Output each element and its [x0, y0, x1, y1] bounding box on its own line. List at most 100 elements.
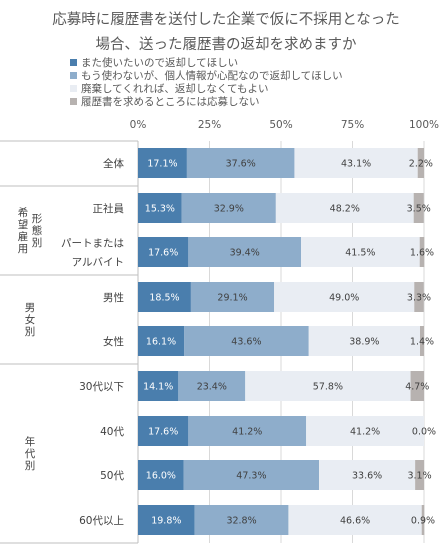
data-label-4-series-4: 3.3%	[407, 293, 431, 304]
data-label-3-series-1: 17.6%	[148, 248, 178, 259]
data-label-4-series-2: 29.1%	[217, 293, 247, 304]
bar-1-series-2	[186, 148, 295, 178]
bar-2-series-4	[413, 193, 424, 223]
data-label-8-series-3: 33.6%	[352, 471, 382, 482]
x-tick-label-2: 25%	[198, 119, 221, 131]
bar-5-series-3	[308, 326, 420, 356]
bar-3-series-4	[419, 237, 425, 267]
bar-9-series-1	[138, 505, 195, 535]
chart-title-line-2: 場合、送った履歴書の返却を求めますか	[96, 36, 357, 53]
bar-9-series-2	[194, 505, 289, 535]
category-label-3-line-1: パートまたは	[61, 238, 124, 250]
bar-7-series-1	[138, 416, 189, 446]
bar-6-series-1	[138, 371, 179, 401]
bar-1-series-4	[417, 148, 424, 178]
data-label-6-series-4: 4.7%	[405, 382, 429, 393]
bar-5-series-4	[419, 326, 424, 356]
data-label-3-series-3: 41.5%	[345, 248, 375, 259]
data-label-7-series-4: 0.0%	[412, 427, 436, 438]
data-label-9-series-4: 0.9%	[411, 516, 435, 527]
data-label-9-series-1: 19.8%	[151, 516, 181, 527]
legend-label-3: 廃棄してくれれば、返却しなくてもよい	[81, 82, 269, 95]
group-label-3: 男女別	[25, 302, 36, 338]
bar-8-series-2	[183, 460, 320, 490]
chart-title-line-1: 応募時に履歴書を送付した企業で仮に不採用となった	[52, 10, 400, 28]
category-label-9: 60代以上	[79, 515, 124, 527]
data-label-1-series-3: 43.1%	[341, 159, 371, 170]
bar-2-series-2	[181, 193, 276, 223]
category-label-4: 男性	[103, 291, 124, 304]
bar-7-series-3	[306, 416, 424, 446]
data-label-5-series-1: 16.1%	[146, 337, 176, 348]
bar-1-series-3	[294, 148, 418, 178]
data-label-2-series-3: 48.2%	[330, 204, 360, 215]
data-label-4-series-1: 18.5%	[149, 293, 179, 304]
bar-8-series-3	[319, 460, 416, 490]
data-label-5-series-4: 1.4%	[410, 337, 434, 348]
group-label-2-col-2: 形態別	[32, 213, 43, 249]
data-label-5-series-3: 38.9%	[349, 337, 379, 348]
category-label-2: 正社員	[93, 202, 125, 215]
data-label-2-series-1: 15.3%	[145, 204, 175, 215]
bar-3-series-1	[138, 237, 189, 267]
category-label-5: 女性	[103, 335, 124, 348]
bar-7-series-2	[188, 416, 307, 446]
data-label-7-series-2: 41.2%	[232, 427, 262, 438]
data-label-9-series-3: 46.6%	[340, 516, 370, 527]
bar-6-series-2	[178, 371, 246, 401]
bar-9-series-3	[288, 505, 422, 535]
data-label-6-series-2: 23.4%	[197, 382, 227, 393]
bar-2-series-1	[138, 193, 182, 223]
data-label-3-series-4: 1.6%	[410, 248, 434, 259]
data-label-5-series-2: 43.6%	[231, 337, 261, 348]
data-label-4-series-3: 49.0%	[329, 293, 359, 304]
bar-5-series-2	[184, 326, 309, 356]
bar-9-series-4	[421, 505, 425, 535]
x-tick-label-1: 0%	[130, 119, 147, 131]
bar-4-series-1	[138, 282, 191, 312]
x-tick-label-4: 75%	[341, 119, 364, 131]
data-label-1-series-4: 2.2%	[409, 159, 433, 170]
bar-8-series-1	[138, 460, 184, 490]
data-label-8-series-4: 3.1%	[407, 471, 431, 482]
bar-6-series-4	[410, 371, 424, 401]
bar-5-series-1	[138, 326, 185, 356]
legend: また使いたいので返却してほしいもう使わないが、個人情報が心配なので返却してほしい…	[70, 56, 343, 108]
category-label-6: 30代以下	[79, 381, 124, 393]
data-label-8-series-2: 47.3%	[236, 471, 266, 482]
legend-swatch-2	[70, 72, 77, 79]
category-label-3-line-2: アルバイト	[72, 257, 124, 269]
category-label-1: 全体	[103, 157, 124, 170]
bar-3-series-2	[188, 237, 302, 267]
legend-label-4: 履歴書を求めるところには応募しない	[81, 95, 260, 108]
bar-6-series-3	[245, 371, 411, 401]
bar-2-series-3	[275, 193, 414, 223]
data-labels: 17.1% 37.6% 43.1% 2.2% 15.3% 32.9% 48.2% 3.5% 17…	[143, 159, 436, 527]
data-label-2-series-4: 3.5%	[407, 204, 431, 215]
bar-4-series-4	[414, 282, 424, 312]
data-label-8-series-1: 16.0%	[146, 471, 176, 482]
data-label-7-series-3: 41.2%	[350, 427, 380, 438]
x-axis-ticks: 0% 25% 50% 75% 100%	[130, 119, 439, 131]
bar-1-series-1	[138, 148, 187, 178]
bar-3-series-3	[301, 237, 420, 267]
bars	[138, 148, 425, 535]
x-tick-label-3: 50%	[269, 119, 292, 131]
category-label-7: 40代	[100, 426, 124, 438]
data-label-3-series-2: 39.4%	[230, 248, 260, 259]
bar-4-series-3	[274, 282, 415, 312]
data-label-1-series-1: 17.1%	[147, 159, 177, 170]
bar-8-series-4	[415, 460, 424, 490]
data-label-2-series-2: 32.9%	[214, 204, 244, 215]
group-label-4: 年代別	[25, 435, 36, 472]
legend-swatch-3	[70, 85, 77, 92]
data-label-6-series-3: 57.8%	[313, 382, 343, 393]
data-label-7-series-1: 17.6%	[148, 427, 178, 438]
data-label-9-series-2: 32.8%	[226, 516, 256, 527]
legend-swatch-4	[70, 98, 77, 105]
group-label-2-col-1: 希望雇用	[18, 206, 29, 255]
legend-label-2: もう使わないが、個人情報が心配なので返却してほしい	[81, 69, 343, 82]
